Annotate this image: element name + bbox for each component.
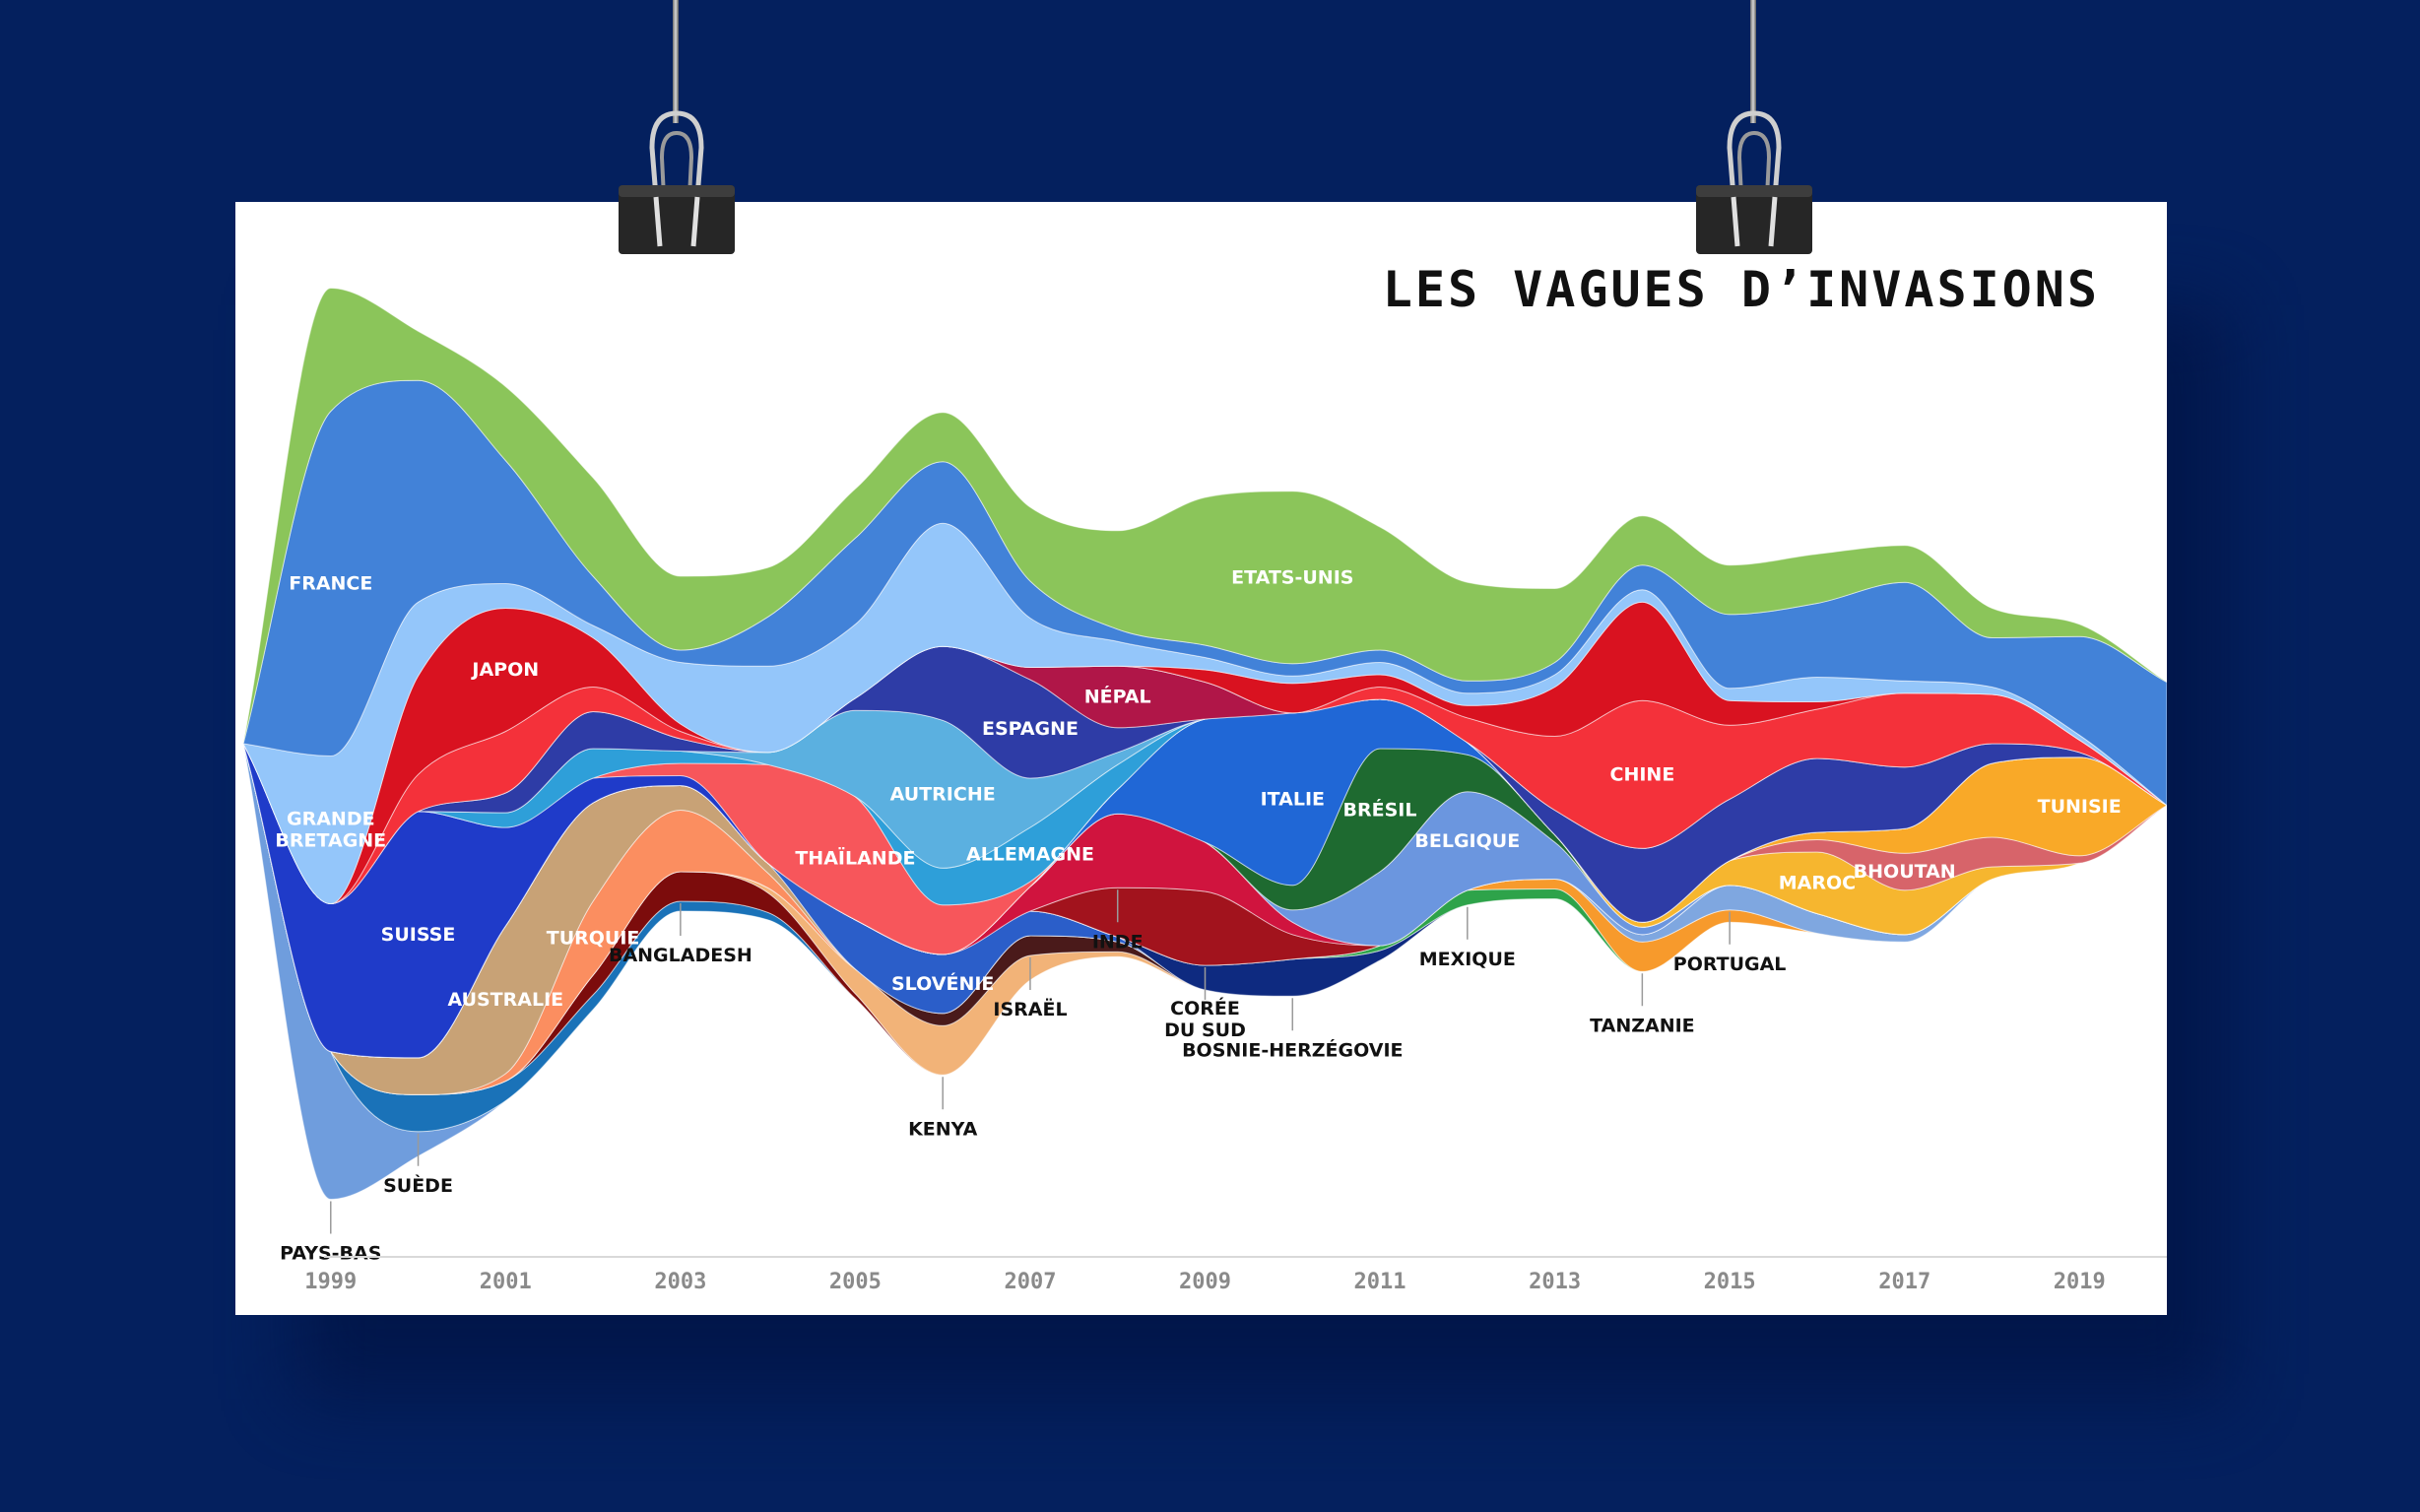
- stream-label-maroc: MAROC: [1779, 872, 1856, 893]
- stream-label-bhoutan: BHOUTAN: [1854, 861, 1956, 883]
- x-tick-label: 2017: [1878, 1270, 1930, 1294]
- stream-label-coree-du-sud: CORÉE DU SUD: [1164, 997, 1246, 1041]
- stream-label-thailande: THAÏLANDE: [795, 845, 915, 869]
- streamgraph-chart: FRANCE ETATS-UNIS GRANDE BRETAGNE ESPAGNENÉP…: [242, 287, 2167, 1294]
- binder-clip-left: [613, 0, 741, 256]
- poster: LES VAGUES D’INVASIONS FRANCE ETATS-UNIS G…: [235, 202, 2167, 1315]
- leader-lines: [330, 889, 1731, 1234]
- stream-label-chine: CHINE: [1610, 763, 1675, 785]
- stream-label-turquie: TURQUIE: [547, 927, 640, 949]
- binder-clip-icon: [1696, 110, 1812, 254]
- x-tick-label: 2013: [1529, 1270, 1581, 1294]
- stream-label-portugal: PORTUGAL: [1673, 953, 1787, 974]
- x-tick-label: 2001: [480, 1270, 532, 1294]
- x-tick-label: 1999: [304, 1270, 357, 1294]
- stream-label-autriche: AUTRICHE: [890, 783, 996, 805]
- stream-label-slovenie: SLOVÉNIE: [891, 971, 994, 994]
- stream-label-inde: INDE: [1092, 931, 1144, 953]
- x-tick-label: 2015: [1704, 1270, 1756, 1294]
- stream-label-tunisie: TUNISIE: [2038, 795, 2122, 817]
- x-tick-label: 2009: [1179, 1270, 1231, 1294]
- stream-label-mexique: MEXIQUE: [1419, 948, 1516, 969]
- stream-label-japon: JAPON: [470, 659, 539, 681]
- stream-label-italie: ITALIE: [1261, 788, 1325, 810]
- binder-clip-right: [1690, 0, 1818, 256]
- stream-label-bresil: BRÉSIL: [1343, 798, 1417, 821]
- hanging-wire: [673, 0, 679, 123]
- x-axis-ticks: 1999 2001 2003 2005 2007 2009 2011 2013 2015 2017…: [304, 1270, 2105, 1294]
- stream-label-suisse: SUISSE: [381, 923, 456, 945]
- x-tick-label: 2005: [829, 1270, 882, 1294]
- stream-labels: FRANCE ETATS-UNIS GRANDE BRETAGNE ESPAGNENÉP…: [275, 566, 2121, 1264]
- x-tick-label: 2019: [2054, 1270, 2106, 1294]
- stream-etats-unis: [242, 287, 2167, 745]
- stream-label-bangladesh: BANGLADESH: [609, 945, 752, 966]
- stream-label-pays-bas: PAYS-BAS: [280, 1242, 381, 1264]
- chart-title: LES VAGUES D’INVASIONS: [1382, 261, 2100, 318]
- stream-label-france: FRANCE: [289, 572, 372, 594]
- stream-label-tanzanie: TANZANIE: [1590, 1015, 1695, 1036]
- binder-clip-icon: [619, 110, 735, 254]
- stream-label-belgique: BELGIQUE: [1414, 829, 1520, 851]
- stream-label-grande-bretagne: GRANDE BRETAGNE: [275, 808, 386, 851]
- stream-label-nepal: NÉPAL: [1084, 685, 1151, 707]
- stream-label-suede: SUÈDE: [383, 1173, 453, 1196]
- stream-label-allemagne: ALLEMAGNE: [966, 843, 1094, 865]
- stream-label-bosnie-herzegovie: BOSNIE-HERZÉGOVIE: [1182, 1038, 1403, 1061]
- x-tick-label: 2007: [1005, 1270, 1057, 1294]
- hanging-wire: [1750, 0, 1756, 123]
- streams: [242, 287, 2167, 1201]
- stream-label-kenya: KENYA: [908, 1118, 978, 1140]
- stream-label-etats-unis: ETATS-UNIS: [1231, 566, 1353, 588]
- stream-label-australie: AUSTRALIE: [447, 989, 563, 1011]
- stream-label-espagne: ESPAGNE: [982, 718, 1079, 740]
- x-tick-label: 2003: [654, 1270, 706, 1294]
- stream-label-israel: ISRAËL: [993, 997, 1067, 1020]
- x-tick-label: 2011: [1354, 1270, 1406, 1294]
